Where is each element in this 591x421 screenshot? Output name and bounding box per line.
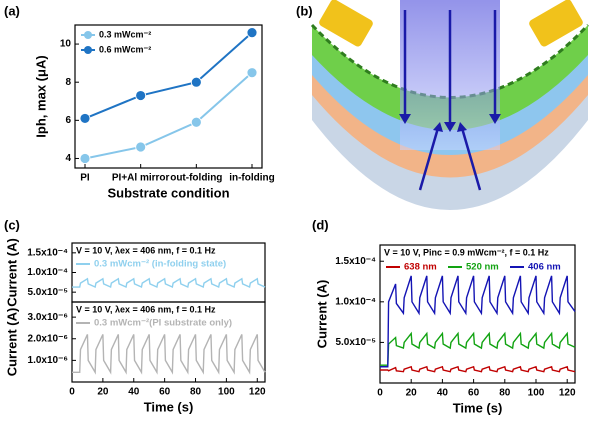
data-line (380, 365, 576, 373)
legend-label: 0.3 mWcm⁻² (in-folding state) (94, 259, 226, 270)
legend-label: 0.6 mWcm⁻² (99, 44, 151, 54)
legend-label: 0.3 mWcm⁻² (99, 29, 151, 39)
y-tick-label: 1.0x10⁻⁴ (27, 267, 68, 278)
data-line (84, 71, 253, 160)
data-line (380, 275, 576, 368)
legend-label: 638 nm (404, 262, 437, 273)
panel-label: (d) (312, 217, 329, 232)
data-point (79, 153, 91, 164)
x-tick-label: 40 (437, 388, 449, 399)
y-tick-label: 5.0x10⁻⁵ (27, 287, 68, 298)
y-tick-label: 5.0x10⁻⁵ (335, 337, 376, 348)
data-line (84, 31, 253, 120)
data-point (246, 67, 258, 79)
x-tick-label: in-folding (229, 173, 275, 184)
data-point (79, 113, 91, 124)
panel-label: (b) (296, 3, 313, 18)
y-axis-label: Current (A) (314, 280, 329, 349)
x-tick-label: 60 (159, 387, 171, 398)
y-tick-label: 3.0x10⁻⁶ (28, 312, 68, 323)
x-tick-label: 0 (69, 387, 75, 398)
y-tick-label: 2.0x10⁻⁶ (28, 333, 68, 344)
plot-frame (379, 244, 576, 384)
y-tick-label: 10 (60, 39, 72, 50)
data-point (190, 76, 202, 88)
legend-label: 406 nm (528, 262, 561, 273)
y-axis-label: Iph, max (μA) (33, 55, 48, 137)
x-tick-label: 40 (128, 387, 140, 398)
x-tick-label: 100 (218, 387, 235, 398)
annotation: V = 10 V, Pinc = 0.9 mWcm⁻², f = 0.1 Hz (384, 247, 549, 257)
data-point (190, 116, 202, 128)
y-tick-label: 1.0x10⁻⁴ (335, 296, 376, 307)
legend-marker (84, 31, 92, 39)
y-axis-label: Current (A) (4, 238, 19, 307)
data-point (135, 90, 147, 101)
legend-label: 520 nm (466, 262, 499, 273)
data-line (380, 331, 576, 366)
y-tick-label: 1.5x10⁻⁴ (27, 247, 68, 258)
x-tick-label: PI (80, 173, 90, 184)
x-tick-label: 80 (499, 388, 511, 399)
y-tick-label: 4 (65, 153, 71, 164)
x-axis-label: Time (s) (144, 399, 194, 414)
x-tick-label: 80 (190, 387, 202, 398)
y-tick-label: 6 (65, 115, 71, 126)
y-axis-label: Current (A) (4, 308, 19, 377)
x-tick-label: 20 (97, 387, 109, 398)
annotation: V = 10 V, λex = 406 nm, f = 0.1 Hz (76, 304, 216, 314)
x-tick-label: 20 (406, 388, 418, 399)
x-tick-label: out-folding (170, 173, 222, 184)
x-tick-label: PI+Al mirror (112, 173, 170, 184)
x-tick-label: 120 (559, 388, 576, 399)
data-point (135, 141, 147, 153)
x-tick-label: 100 (528, 388, 545, 399)
data-line (72, 277, 266, 289)
x-tick-label: 0 (377, 388, 383, 399)
annotation: V = 10 V, λex = 406 nm, f = 0.1 Hz (76, 245, 216, 255)
y-tick-label: 1.5x10⁻⁴ (335, 256, 376, 267)
panel-label: (a) (4, 3, 20, 18)
legend-label: 0.3 mWcm⁻²(PI substrate only) (94, 318, 232, 329)
data-line (72, 334, 266, 375)
legend-marker (84, 46, 92, 54)
plot-frame (74, 24, 263, 169)
x-axis-label: Substrate condition (107, 185, 229, 200)
plot-frame (71, 301, 266, 383)
panel-label: (c) (4, 217, 20, 232)
x-axis-label: Time (s) (453, 400, 503, 415)
y-tick-label: 8 (65, 77, 71, 88)
x-tick-label: 60 (468, 388, 480, 399)
x-tick-label: 120 (249, 387, 266, 398)
illustration (310, 0, 590, 210)
y-tick-label: 1.0x10⁻⁶ (28, 355, 68, 366)
data-point (246, 27, 258, 39)
